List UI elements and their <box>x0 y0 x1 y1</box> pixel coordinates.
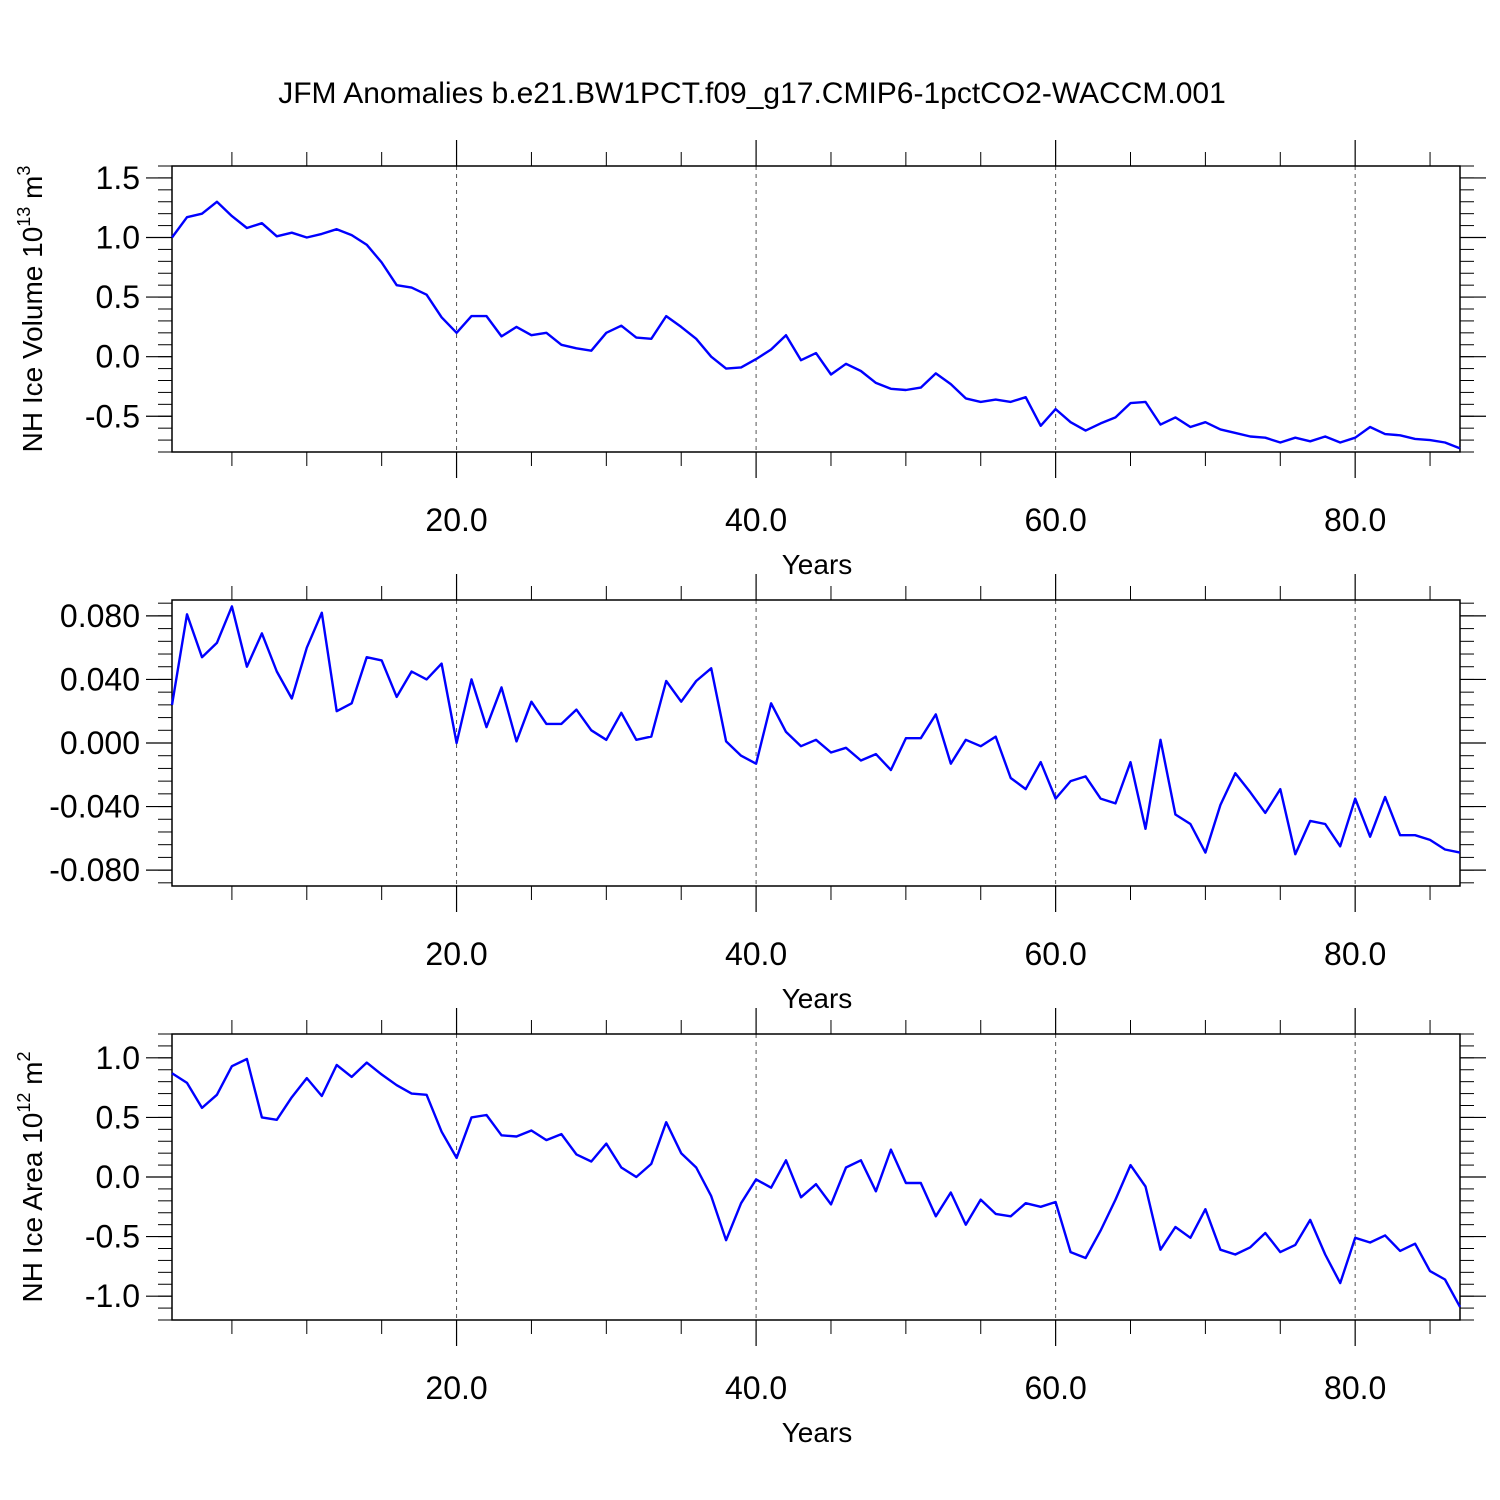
plot-frame <box>171 165 1461 453</box>
y-tick-label: 0.0 <box>96 1159 140 1195</box>
y-tick-label: 0.5 <box>96 1099 140 1135</box>
y-axis-label-unit: m <box>17 176 48 207</box>
y-tick-label: 0.040 <box>60 661 140 697</box>
plot-frame <box>171 599 1461 887</box>
series-line <box>171 200 1461 450</box>
x-tick-label: 60.0 <box>1024 1370 1086 1406</box>
y-tick-label: 1.0 <box>96 220 140 256</box>
y-tick-label: 0.080 <box>60 598 140 634</box>
panel-2: 0.080 0.040 0.000 -0.040 -0.080 20.0 40.0 60.0 8… <box>49 574 1486 1014</box>
y-tick-label: -0.040 <box>49 789 140 825</box>
x-tick-label: 20.0 <box>425 1370 487 1406</box>
y-axis-label: NH Ice Area 1012 m2 <box>14 1051 48 1302</box>
y-axis-label-exponent: 13 <box>14 207 34 227</box>
x-axis-label: Years <box>782 549 853 580</box>
x-tick-label: 80.0 <box>1324 1370 1386 1406</box>
y-tick-label: 0.0 <box>96 339 140 375</box>
x-tick-label: 40.0 <box>725 1370 787 1406</box>
y-axis-label-unit: m <box>17 1062 48 1093</box>
y-axis-label-exponent: 12 <box>14 1093 34 1113</box>
y-tick-label: 1.0 <box>96 1040 140 1076</box>
x-tick-label: 40.0 <box>725 936 787 972</box>
y-tick-label: -0.5 <box>85 398 140 434</box>
y-axis-label-unit-exponent: 2 <box>14 1051 34 1061</box>
x-tick-label: 60.0 <box>1024 936 1086 972</box>
y-tick-label: 0.5 <box>96 279 140 315</box>
y-tick-label: 0.000 <box>60 725 140 761</box>
y-tick-label: -1.0 <box>85 1278 140 1314</box>
plot-frame <box>171 1033 1461 1321</box>
series-line <box>171 1057 1462 1308</box>
x-axis-label: Years <box>782 983 853 1014</box>
y-tick-label: -0.5 <box>85 1219 140 1255</box>
panels: 1.51.00.50.0-0.520.0 40.0 60.0 80.0YearsNH … <box>14 140 1486 1448</box>
x-tick-label: 20.0 <box>425 502 487 538</box>
x-tick-label: 80.0 <box>1324 936 1386 972</box>
x-tick-label: 40.0 <box>725 502 787 538</box>
y-axis-label-unit-exponent: 3 <box>14 166 34 176</box>
y-axis-label: NH Ice Volume 1013 m3 <box>14 166 48 453</box>
series-line <box>170 605 1461 856</box>
panel-1: 1.5 1.0 0.5 0.0 -0.5 20.0 40.0 60.0 80.0 Years NH … <box>14 140 1486 580</box>
x-tick-label: 60.0 <box>1024 502 1086 538</box>
x-tick-label: 20.0 <box>425 936 487 972</box>
y-tick-label: 1.5 <box>96 160 140 196</box>
figure-title: JFM Anomalies b.e21.BW1PCT.f09_g17.CMIP6… <box>278 77 1226 110</box>
y-tick-label: -0.080 <box>49 852 140 888</box>
x-tick-label: 80.0 <box>1324 502 1386 538</box>
panel-3: 1.0 0.5 0.0 -0.5 -1.0 20.0 40.0 60.0 80.0 Years NH… <box>14 1008 1486 1448</box>
x-axis-label: Years <box>782 1417 853 1448</box>
